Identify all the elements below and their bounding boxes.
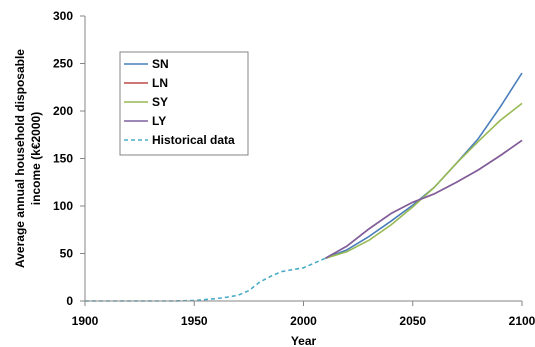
x-tick-label: 2100 [509, 314, 535, 328]
y-tick-label: 150 [53, 152, 73, 166]
y-tick-label: 250 [53, 57, 73, 71]
x-tick-label: 1950 [181, 314, 208, 328]
legend-label-ly: LY [152, 114, 166, 128]
y-tick-label: 0 [66, 294, 73, 308]
y-axis-title: Average annual household disposable incom… [13, 49, 43, 268]
legend-label-sn: SN [152, 57, 169, 71]
x-tick-label: 1900 [72, 314, 99, 328]
x-tick-label: 2050 [399, 314, 426, 328]
y-axis-title-line: Average annual household disposable [13, 49, 27, 268]
legend: SN LN SY LY Historical data [119, 51, 249, 156]
series-line-historical-data [85, 257, 326, 302]
y-axis-title-line: income (k€2000) [29, 112, 43, 205]
y-tick-label: 300 [53, 9, 73, 23]
legend-box [119, 51, 249, 156]
series-line-sn [325, 72, 523, 260]
legend-label-historical-data: Historical data [152, 133, 235, 147]
x-axis-title: Year [291, 334, 317, 347]
series-line-ly [325, 139, 523, 259]
series-layer [85, 72, 523, 302]
y-tick-label: 50 [60, 247, 74, 261]
x-tick-label: 2000 [290, 314, 317, 328]
tick-labels: 0 50 100 150 200 250 300 1900 1950 2000 2050 2100 [53, 9, 535, 328]
y-tick-label: 100 [53, 199, 73, 213]
series-line-sy [325, 102, 523, 260]
legend-label-sy: SY [152, 95, 168, 109]
y-tick-label: 200 [53, 104, 73, 118]
legend-label-ln: LN [152, 76, 168, 90]
